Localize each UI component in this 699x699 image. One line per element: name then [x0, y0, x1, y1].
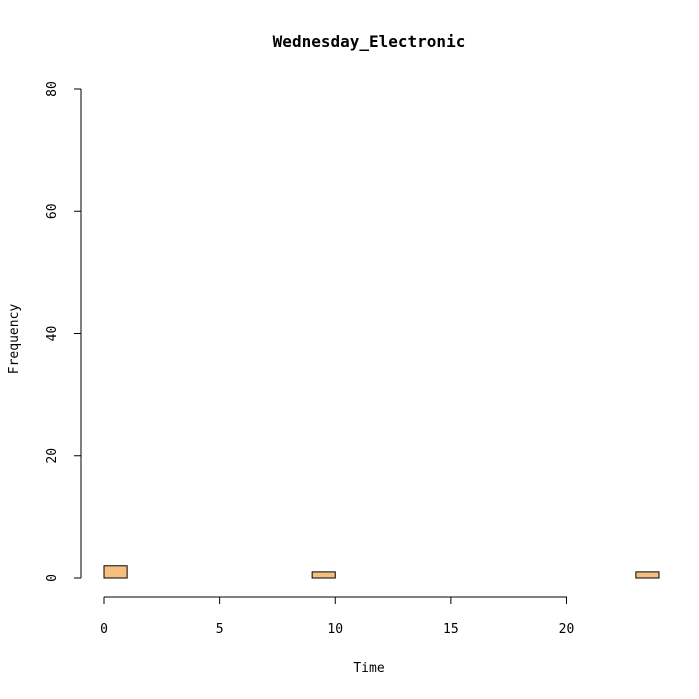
y-axis-label: Frequency: [7, 304, 22, 375]
y-axis-ticks: 0 20 40 60 80: [45, 81, 81, 582]
x-axis-ticks: 0 5 10 15 20: [100, 597, 574, 637]
y-tick-label: 80: [45, 81, 60, 97]
plot-area: [103, 565, 660, 579]
histogram-bar-0: [103, 565, 128, 579]
y-tick-label: 40: [45, 326, 60, 342]
x-tick-label: 10: [327, 622, 343, 637]
x-axis-label: Time: [353, 661, 384, 676]
x-tick-label: 0: [100, 622, 108, 637]
y-tick-label: 0: [45, 574, 60, 582]
x-tick-label: 15: [443, 622, 459, 637]
chart-title: Wednesday_Electronic: [273, 32, 466, 51]
y-tick-label: 60: [45, 203, 60, 219]
y-tick-label: 20: [45, 448, 60, 464]
x-tick-label: 20: [559, 622, 575, 637]
x-tick-label: 5: [216, 622, 224, 637]
histogram-bar-9: [311, 571, 336, 579]
histogram-bar-23: [635, 571, 660, 579]
